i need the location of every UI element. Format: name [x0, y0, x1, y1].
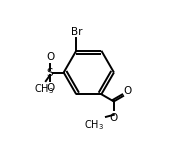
Text: CH$_3$: CH$_3$ — [34, 82, 54, 96]
Text: CH$_3$: CH$_3$ — [84, 118, 104, 132]
Text: O: O — [124, 86, 132, 96]
Text: Br: Br — [71, 27, 83, 37]
Text: O: O — [46, 52, 54, 62]
Text: O: O — [110, 113, 118, 123]
Text: S: S — [47, 68, 53, 77]
Text: O: O — [46, 83, 54, 93]
